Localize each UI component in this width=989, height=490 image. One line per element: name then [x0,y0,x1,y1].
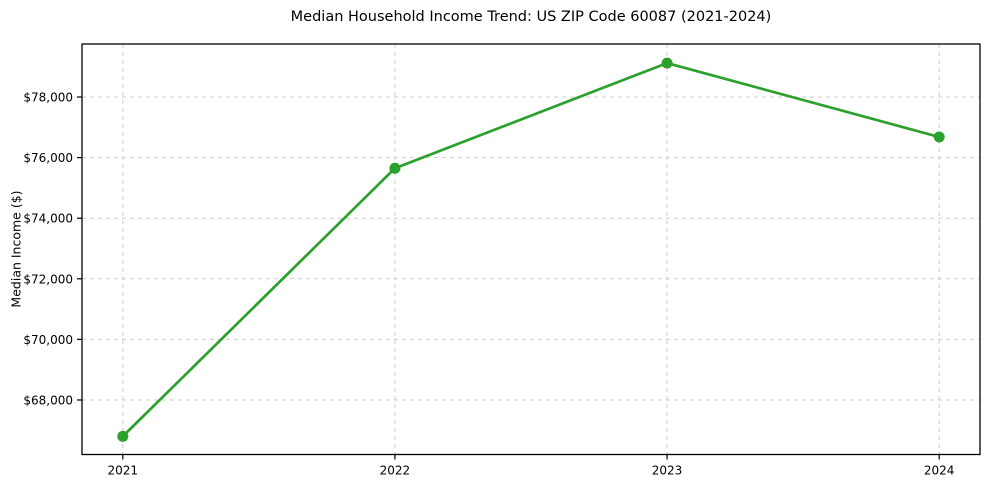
data-point [117,430,129,442]
x-tick-label: 2023 [652,464,683,478]
y-tick-label: $76,000 [23,151,73,165]
plot-border [81,43,981,456]
chart-title: Median Household Income Trend: US ZIP Co… [290,9,772,25]
y-tick-label: $70,000 [23,333,73,347]
data-point [661,57,673,69]
data-point [389,162,401,174]
y-tick-label: $72,000 [23,272,73,286]
y-tick-label: $74,000 [23,212,73,226]
data-point [933,131,945,143]
x-tick-label: 2022 [380,464,411,478]
y-tick-label: $78,000 [23,91,73,105]
x-tick-label: 2021 [108,464,139,478]
y-tick-label: $68,000 [23,393,73,407]
trend-line [121,61,941,438]
x-tick-label: 2024 [924,464,955,478]
